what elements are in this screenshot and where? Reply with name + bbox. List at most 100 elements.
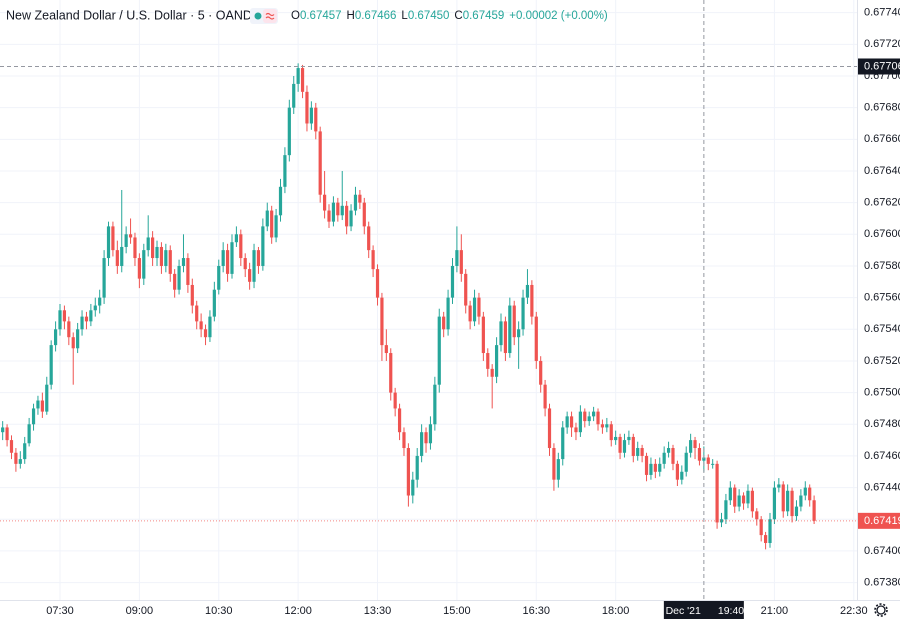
crosshair-time-badge (663, 601, 744, 619)
candle-body (375, 269, 380, 298)
settings-button[interactable] (874, 603, 888, 617)
candle-body (111, 226, 115, 251)
readout-change: +0.00002 (+0.00%) (509, 10, 608, 22)
candle-body (468, 305, 472, 322)
candle-body (371, 250, 375, 270)
candle-body (45, 384, 49, 412)
candle-body (768, 519, 772, 544)
candle-body (393, 392, 397, 409)
candle-body (517, 329, 521, 338)
candle-body (362, 202, 366, 227)
x-tick-label: 07:30 (46, 605, 74, 617)
candle-body (600, 424, 605, 428)
candle-body (305, 91, 309, 124)
candle-body (450, 265, 455, 298)
candle-body (314, 107, 318, 132)
readout-value: 0.67466 (355, 10, 397, 22)
candle-body (521, 297, 525, 330)
candle-body (702, 457, 706, 461)
readout-value: 0.67459 (463, 10, 505, 22)
price-axis: 0.673800.674000.674200.674400.674600.674… (864, 7, 900, 589)
candle-body (547, 408, 552, 449)
header: New Zealand Dollar / U.S. Dollar · 5 · O… (6, 8, 608, 24)
candle-body (711, 463, 715, 465)
candle-body (786, 490, 790, 512)
candle-body (658, 463, 662, 472)
candle-body (592, 411, 596, 417)
y-tick-label: 0.67500 (864, 387, 900, 399)
candle-body (181, 258, 186, 266)
candle-body (67, 321, 71, 338)
y-tick-label: 0.67680 (864, 102, 900, 114)
last-price-label: 0.67419 (864, 515, 900, 527)
candle-body (137, 258, 141, 279)
candle-body (534, 316, 538, 361)
candle-body (36, 400, 40, 409)
candle-body (323, 194, 327, 211)
crosshair-date-label: 14 Dec '21 (651, 605, 701, 617)
candle-body (190, 284, 194, 306)
candle-body (367, 226, 371, 251)
candle-body (40, 400, 44, 412)
candle-body (102, 258, 106, 298)
candle-body (644, 455, 649, 475)
candle-body (649, 463, 653, 475)
candle-body (327, 210, 331, 222)
candle-body (530, 284, 534, 317)
candle-body (155, 246, 159, 259)
candle-body (133, 237, 137, 259)
overlay (0, 0, 857, 600)
candle-body (472, 297, 477, 322)
candle-body (772, 487, 777, 520)
candle-body (203, 329, 208, 338)
y-tick-label: 0.67660 (864, 133, 900, 145)
ohlc-readout: O0.67457 H0.67466 L0.67450 C0.67459 +0.00002… (291, 10, 608, 22)
candle-body (693, 440, 697, 449)
candle-body (437, 316, 441, 385)
candle-body (455, 250, 459, 266)
candle-body (759, 519, 763, 536)
candle-body (261, 226, 265, 266)
candle-body (177, 265, 181, 290)
candle-body (525, 284, 530, 298)
candle-body (234, 234, 238, 243)
candle-body (556, 459, 560, 480)
y-tick-label: 0.67460 (864, 450, 900, 462)
candle-body (265, 210, 269, 227)
candle-body (728, 487, 732, 501)
candle-body (808, 487, 812, 501)
settings-gear (876, 605, 886, 615)
x-tick-label: 10:30 (205, 605, 233, 617)
candle-body (124, 234, 128, 247)
candle-body (653, 463, 657, 472)
candle-body (459, 250, 463, 274)
candle-body (71, 337, 75, 349)
candle-body (208, 316, 212, 338)
candle-body (221, 250, 225, 266)
candle-body (336, 202, 340, 216)
candle-body (168, 250, 172, 274)
adjust-icon[interactable] (263, 9, 277, 23)
candle-body (164, 250, 168, 266)
x-tick-label: 12:00 (284, 605, 312, 617)
candle-body (5, 427, 9, 441)
candle-body (614, 436, 618, 441)
x-tick-label: 16:30 (523, 605, 551, 617)
candle-body (1, 427, 5, 433)
candle-body (622, 440, 627, 453)
candle-body (287, 107, 291, 156)
readout-key: H (347, 10, 355, 22)
crosshair-price-badge (858, 58, 900, 75)
candle-body (424, 432, 428, 444)
candle-body (574, 427, 578, 433)
candle-body (464, 273, 468, 306)
x-tick-label: 09:00 (126, 605, 154, 617)
candle-body (781, 484, 785, 512)
candle-body (733, 487, 737, 507)
candle-body (49, 345, 53, 385)
candle-body (666, 448, 671, 453)
y-tick-label: 0.67620 (864, 197, 900, 209)
